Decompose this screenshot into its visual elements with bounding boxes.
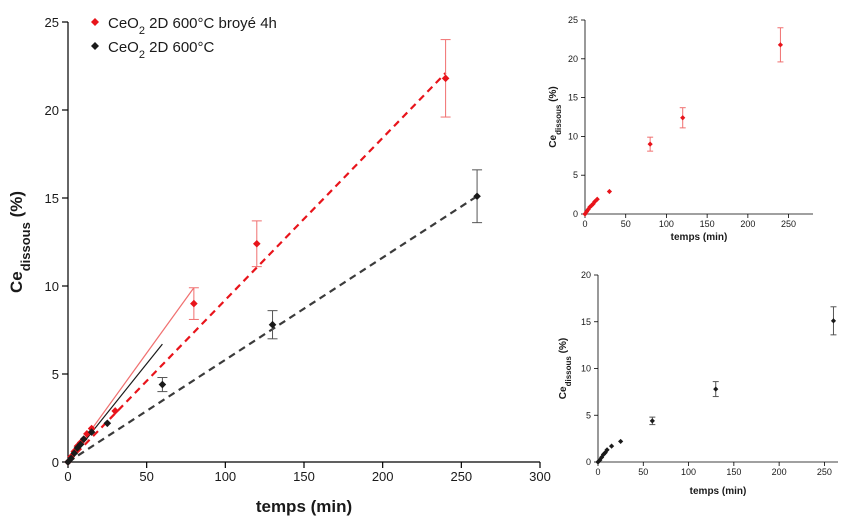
legend-marker xyxy=(91,42,99,50)
y-tick-label: 10 xyxy=(568,131,578,141)
data-point xyxy=(67,454,75,463)
x-tick-label: 200 xyxy=(372,469,394,484)
legend-marker xyxy=(91,18,99,26)
x-tick-label: 0 xyxy=(582,219,587,229)
data-point xyxy=(268,320,277,329)
chart-inset-top: 0 50 100 150 200 250 0 5 10 15 20 25 temps (min) Cedi… xyxy=(548,15,813,243)
data-point xyxy=(649,418,655,424)
data-point xyxy=(599,454,605,460)
y-tick-label: 15 xyxy=(568,93,578,103)
y-tick-label: 20 xyxy=(568,54,578,64)
data-point xyxy=(713,386,719,392)
data-point xyxy=(473,192,481,201)
y-tick-label: 5 xyxy=(586,410,591,420)
x-tick-label: 300 xyxy=(529,469,551,484)
trend-line-dashed xyxy=(67,72,447,463)
data-point xyxy=(158,380,167,389)
x-tick-label: 250 xyxy=(817,467,832,477)
y-axis-label: Cedissous (%) xyxy=(7,191,33,293)
data-point xyxy=(79,435,88,443)
y-axis-label: Cedissous (%) xyxy=(548,86,563,147)
y-tick-label: 10 xyxy=(581,364,591,374)
x-tick-label: 200 xyxy=(772,467,787,477)
y-tick-label: 5 xyxy=(573,170,578,180)
data-point xyxy=(73,444,82,452)
x-tick-label: 250 xyxy=(781,219,796,229)
x-tick-label: 100 xyxy=(659,219,674,229)
x-tick-label: 150 xyxy=(700,219,715,229)
data-point xyxy=(647,141,653,147)
x-tick-label: 0 xyxy=(64,469,71,484)
x-tick-label: 150 xyxy=(293,469,315,484)
data-point xyxy=(190,299,198,308)
data-point xyxy=(76,440,85,449)
y-tick-label: 25 xyxy=(568,15,578,25)
chart-main: 0 50 100 150 200 250 300 0 5 10 15 20 25 temps (min) C… xyxy=(7,15,551,516)
data-point xyxy=(87,428,96,436)
data-point xyxy=(441,74,450,83)
x-tick-label: 50 xyxy=(139,469,153,484)
x-tick-label: 250 xyxy=(450,469,472,484)
x-tick-label: 50 xyxy=(638,467,648,477)
x-tick-label: 150 xyxy=(726,467,741,477)
data-point xyxy=(680,115,686,121)
x-axis-label: temps (min) xyxy=(690,486,747,497)
data-point xyxy=(608,443,615,449)
data-point xyxy=(830,318,837,324)
chart-inset-bottom: 0 50 100 150 200 250 0 5 10 15 20 temps (min) Cediss… xyxy=(558,270,838,497)
y-tick-label: 0 xyxy=(586,457,591,467)
data-point xyxy=(602,450,608,456)
data-point xyxy=(618,438,624,445)
x-axis-label: temps (min) xyxy=(671,232,728,243)
x-tick-label: 50 xyxy=(621,219,631,229)
y-tick-label: 20 xyxy=(581,270,591,280)
data-point xyxy=(604,447,610,453)
x-tick-label: 200 xyxy=(740,219,755,229)
y-axis-label: Cedissous (%) xyxy=(558,338,573,399)
y-tick-label: 15 xyxy=(581,317,591,327)
data-point xyxy=(70,449,79,457)
y-tick-label: 10 xyxy=(45,279,59,294)
y-tick-label: 0 xyxy=(573,209,578,219)
legend-entry: CeO2 2D 600°C xyxy=(108,39,215,61)
y-tick-label: 15 xyxy=(45,191,59,206)
data-point xyxy=(594,196,600,202)
data-point xyxy=(253,239,261,248)
x-tick-label: 100 xyxy=(681,467,696,477)
data-point xyxy=(111,407,119,415)
legend-entry: CeO2 2D 600°C broyé 4h xyxy=(108,15,277,37)
x-tick-label: 100 xyxy=(214,469,236,484)
data-point xyxy=(103,419,112,428)
y-tick-label: 20 xyxy=(45,103,59,118)
data-point xyxy=(606,188,613,195)
data-point xyxy=(777,42,784,48)
y-tick-label: 25 xyxy=(45,15,59,30)
y-tick-label: 5 xyxy=(52,367,59,382)
y-tick-label: 0 xyxy=(52,455,59,470)
x-tick-label: 0 xyxy=(595,467,600,477)
x-axis-label: temps (min) xyxy=(256,497,352,516)
